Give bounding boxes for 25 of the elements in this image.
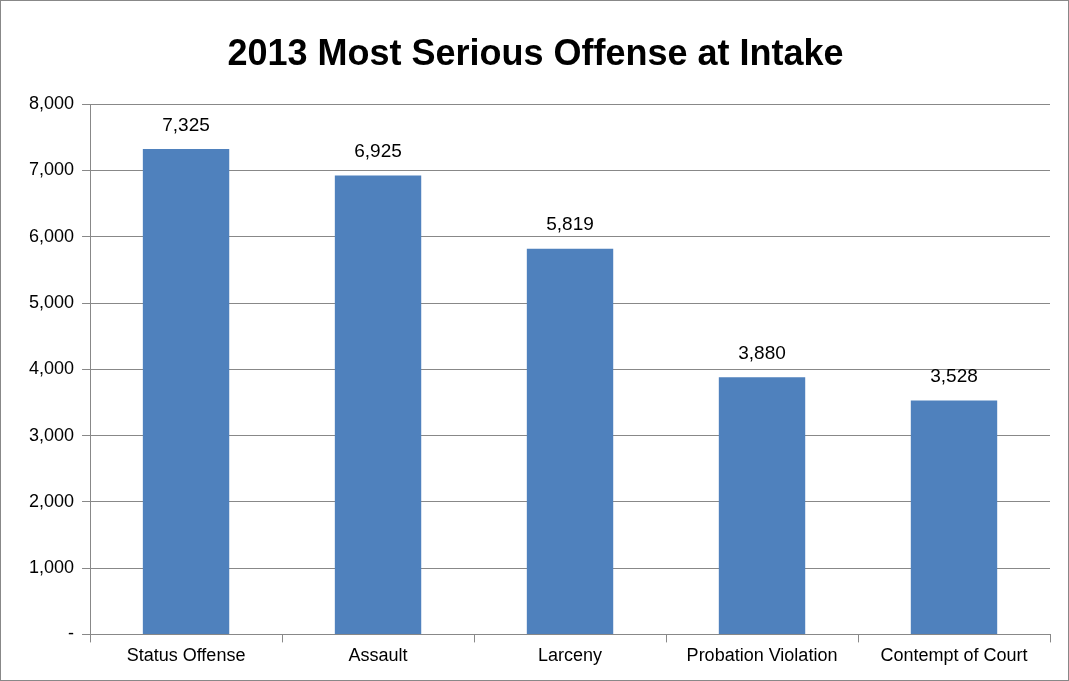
x-tick-label: Contempt of Court [880,645,1028,666]
data-label: 6,925 [354,140,402,162]
data-label: 7,325 [162,113,210,135]
bar [142,148,230,634]
bar [334,175,422,634]
y-tick-label: 7,000 [29,159,75,180]
y-tick-label: 1,000 [29,557,75,578]
y-tick-label: 5,000 [29,291,75,312]
y-tick-label: 6,000 [29,225,75,246]
x-tick-label: Assault [348,645,408,666]
y-tick-label: 8,000 [29,93,75,114]
bar [718,377,806,634]
x-tick-label: Larceny [538,645,603,666]
data-label: 3,528 [930,365,978,387]
y-tick-label: - [68,623,75,644]
bar [526,248,614,634]
chart-title: 2013 Most Serious Offense at Intake [227,31,844,73]
y-tick-label: 4,000 [29,358,75,379]
x-tick-label: Probation Violation [686,645,838,666]
data-label: 5,819 [546,213,594,235]
x-tick-label: Status Offense [126,645,246,666]
data-label: 3,880 [738,341,786,363]
bar [910,400,998,634]
y-tick-label: 3,000 [29,424,75,445]
y-tick-label: 2,000 [29,490,75,511]
